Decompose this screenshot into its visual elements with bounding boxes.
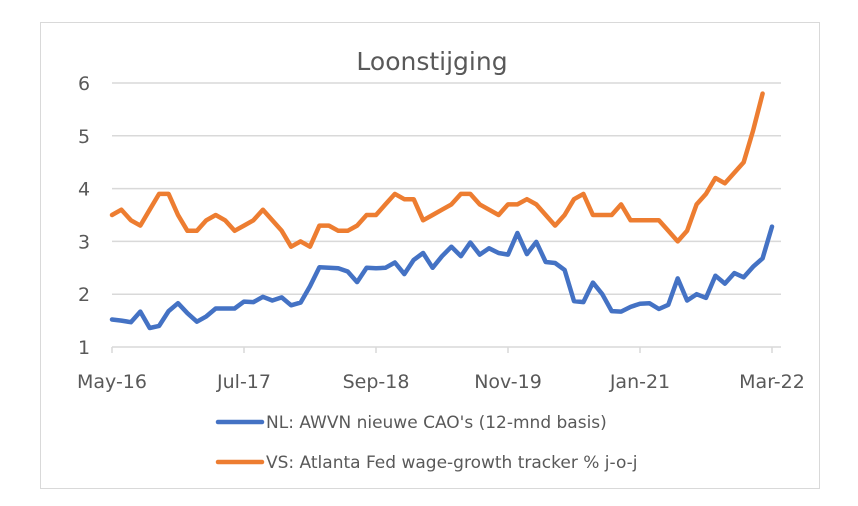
x-tick-label: May-16 [77,371,147,393]
x-tick-label: Nov-19 [474,371,542,393]
y-tick-label: 6 [78,73,90,95]
gridlines [112,82,781,295]
chart-title: Loonstijging [356,47,507,76]
y-tick-label: 5 [78,126,90,148]
series-group [109,91,775,331]
x-tick-label: Sep-18 [343,371,410,393]
x-tick-label: Jan-21 [609,371,670,393]
legend-item: VS: Atlanta Fed wage-growth tracker % j-… [215,453,638,473]
y-tick-label: 4 [78,179,90,201]
x-tick-label: Mar-22 [739,371,805,393]
series-line-vs-atlanta-fed [109,91,765,249]
x-tick-label: Jul-17 [216,371,271,393]
y-axis: 1 2 3 4 5 6 [78,73,90,359]
legend-item: NL: AWVN nieuwe CAO's (12-mnd basis) [215,413,607,433]
chart-frame [40,22,820,489]
y-tick-label: 2 [78,284,90,306]
legend: NL: AWVN nieuwe CAO's (12-mnd basis) VS: … [215,413,638,473]
legend-label: NL: AWVN nieuwe CAO's (12-mnd basis) [266,413,607,433]
y-tick-label: 1 [78,337,90,359]
y-tick-label: 3 [78,231,90,253]
x-axis: May-16 Jul-17 Sep-18 Nov-19 Jan-21 Mar-22 [77,346,805,393]
series-line-nl-awvn [109,224,775,331]
legend-label: VS: Atlanta Fed wage-growth tracker % j-… [266,453,638,473]
